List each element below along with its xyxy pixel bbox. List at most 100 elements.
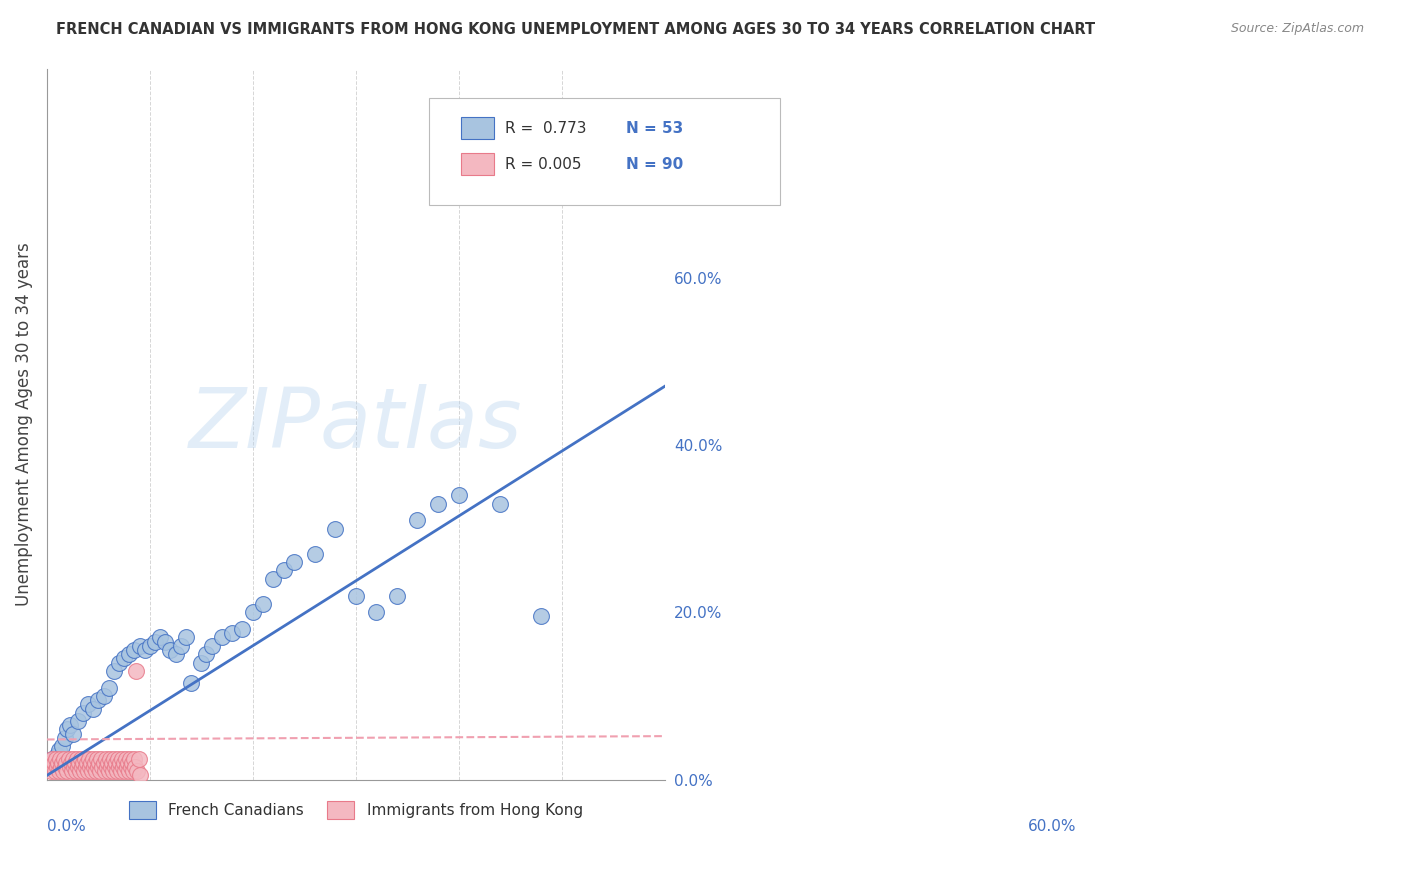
Point: [87, 760, 110, 774]
Point: [90, 752, 112, 766]
Point: [165, 647, 187, 661]
Point: [93, 689, 115, 703]
Point: [62, 752, 84, 766]
Point: [128, 752, 150, 766]
Point: [155, 634, 177, 648]
Point: [124, 760, 146, 774]
Point: [125, 664, 148, 678]
Point: [51, 756, 73, 770]
Point: [73, 752, 96, 766]
Point: [112, 651, 135, 665]
Point: [108, 756, 131, 770]
Point: [84, 756, 107, 770]
Text: FRENCH CANADIAN VS IMMIGRANTS FROM HONG KONG UNEMPLOYMENT AMONG AGES 30 TO 34 YE: FRENCH CANADIAN VS IMMIGRANTS FROM HONG …: [56, 22, 1095, 37]
Point: [103, 752, 125, 766]
Point: [447, 488, 470, 502]
Point: [195, 647, 218, 661]
Point: [211, 631, 233, 645]
Point: [385, 589, 408, 603]
Point: [100, 756, 122, 770]
Point: [112, 756, 135, 770]
Point: [108, 656, 131, 670]
Point: [366, 605, 388, 619]
Point: [66, 752, 89, 766]
Point: [323, 522, 346, 536]
Point: [80, 756, 103, 770]
Point: [93, 764, 115, 779]
Text: Source: ZipAtlas.com: Source: ZipAtlas.com: [1230, 22, 1364, 36]
Point: [124, 643, 146, 657]
Point: [48, 764, 70, 779]
Point: [174, 631, 197, 645]
Point: [115, 760, 138, 774]
Point: [101, 764, 124, 779]
Point: [128, 639, 150, 653]
Point: [221, 626, 243, 640]
Point: [118, 764, 141, 779]
Point: [489, 497, 512, 511]
Point: [190, 656, 212, 670]
Point: [58, 752, 80, 766]
Point: [84, 764, 107, 779]
Point: [200, 639, 222, 653]
Point: [66, 760, 89, 774]
Text: N = 90: N = 90: [626, 157, 683, 171]
Point: [115, 752, 138, 766]
Point: [94, 752, 117, 766]
Point: [41, 752, 63, 766]
Y-axis label: Unemployment Among Ages 30 to 34 years: Unemployment Among Ages 30 to 34 years: [15, 243, 32, 606]
Point: [51, 739, 73, 754]
Point: [46, 756, 69, 770]
Point: [87, 693, 110, 707]
Point: [91, 760, 114, 774]
Point: [72, 706, 94, 720]
Point: [97, 764, 120, 779]
Point: [231, 622, 253, 636]
Point: [55, 731, 77, 745]
Point: [127, 764, 149, 779]
Point: [89, 764, 111, 779]
Point: [66, 714, 89, 728]
Point: [170, 639, 193, 653]
Point: [56, 764, 79, 779]
Point: [112, 760, 135, 774]
Point: [252, 597, 274, 611]
Point: [55, 756, 77, 770]
Point: [344, 589, 367, 603]
Text: R =  0.773: R = 0.773: [505, 121, 586, 136]
Point: [97, 681, 120, 695]
Point: [283, 555, 305, 569]
Point: [77, 764, 100, 779]
Point: [82, 752, 104, 766]
Point: [75, 760, 97, 774]
Point: [128, 768, 150, 782]
Point: [79, 760, 101, 774]
Text: R = 0.005: R = 0.005: [505, 157, 581, 171]
Point: [143, 634, 166, 648]
Point: [67, 756, 90, 770]
Point: [70, 760, 93, 774]
Point: [530, 609, 553, 624]
Point: [406, 513, 429, 527]
Point: [46, 760, 69, 774]
Point: [124, 752, 146, 766]
Point: [58, 718, 80, 732]
Point: [82, 764, 104, 779]
Point: [48, 743, 70, 757]
Point: [97, 756, 120, 770]
Point: [149, 631, 172, 645]
Point: [52, 764, 75, 779]
Point: [77, 698, 100, 712]
Point: [62, 760, 84, 774]
Point: [120, 752, 142, 766]
Point: [304, 547, 326, 561]
Point: [180, 676, 202, 690]
Point: [83, 760, 105, 774]
Point: [98, 752, 121, 766]
Text: 60.0%: 60.0%: [1028, 819, 1077, 834]
Point: [56, 723, 79, 737]
Point: [82, 701, 104, 715]
Point: [76, 756, 98, 770]
Point: [86, 752, 108, 766]
Point: [114, 764, 136, 779]
